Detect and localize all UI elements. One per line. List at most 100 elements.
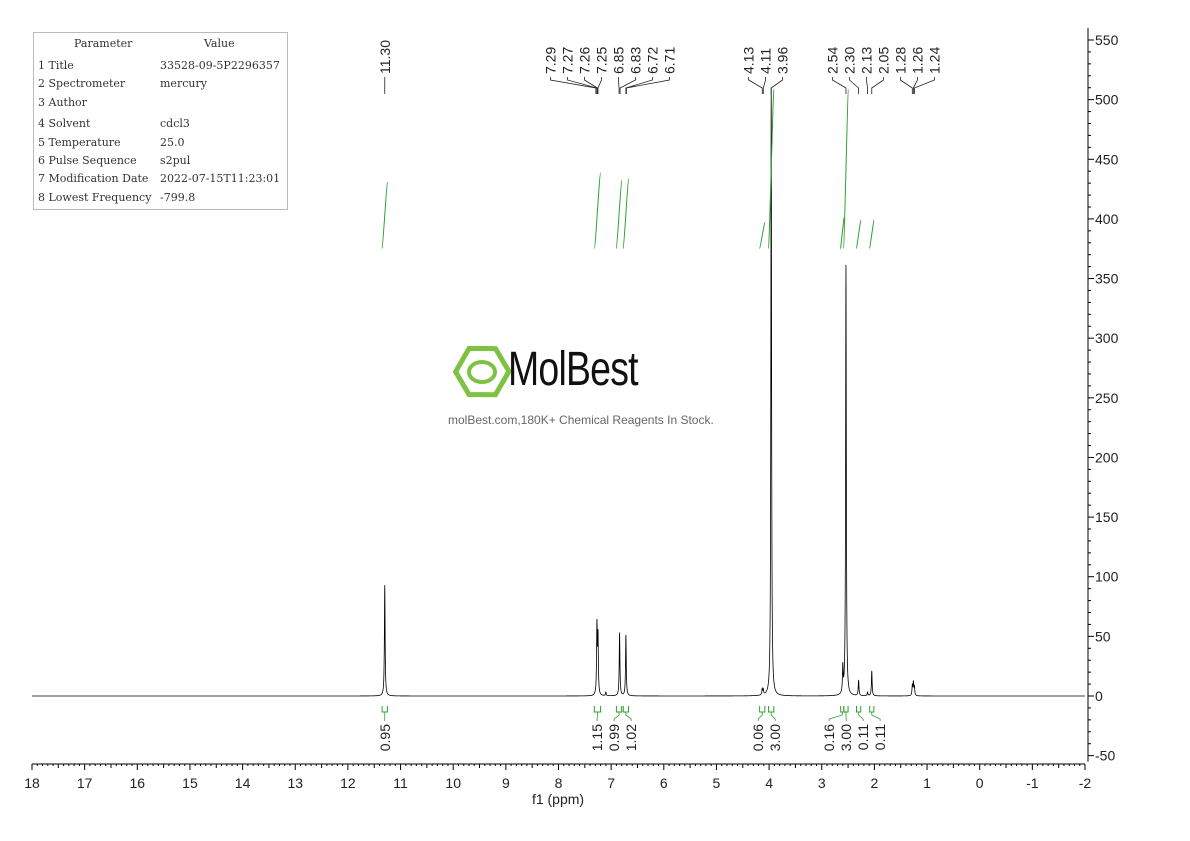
peak-leader-line (914, 77, 935, 94)
spectrum-line (32, 87, 1085, 697)
parameter-table: Parameter Value 1 Title 33528-09-5P229635… (33, 32, 288, 210)
integral-bracket (759, 706, 766, 713)
peak-leader-line (584, 77, 598, 94)
watermark-logo-text: MolBest (508, 343, 639, 396)
peak-leader-line (619, 77, 636, 94)
param-value: s2pul (160, 154, 191, 167)
peak-leader-line (900, 77, 913, 94)
x-tick-label: -2 (1079, 775, 1092, 791)
peak-leader-line (625, 77, 653, 94)
x-tick-label: 9 (502, 775, 510, 791)
y-tick-label: 100 (1095, 569, 1119, 585)
integral-curve (768, 88, 775, 250)
integral-value: 0.16 (821, 724, 837, 751)
y-tick-label: 150 (1095, 509, 1119, 525)
param-header: Parameter (74, 37, 133, 50)
x-tick-label: 0 (976, 775, 984, 791)
param-name: 4 Solvent (38, 117, 91, 131)
integral-value: 1.15 (589, 724, 605, 751)
x-tick-label: 1 (923, 775, 931, 791)
peak-label: 7.27 (559, 47, 575, 74)
integral-bracket (593, 706, 602, 713)
integral-bracket (615, 706, 623, 713)
x-tick-label: 10 (445, 775, 461, 791)
x-tick-label: 2 (871, 775, 879, 791)
peak-leader-line (550, 77, 597, 94)
integral-value: 0.95 (377, 724, 393, 751)
x-tick-label: 5 (713, 775, 721, 791)
integral-value: 0.11 (872, 724, 888, 750)
param-value: 2022-07-15T11:23:01 (160, 172, 281, 186)
integral-value: 3.00 (767, 724, 783, 751)
integral-value: 1.02 (623, 724, 639, 751)
peak-leader-line (597, 77, 602, 94)
param-value: cdcl3 (160, 117, 190, 131)
peak-label: 6.71 (661, 47, 677, 74)
param-value: 33528-09-5P2296357 (160, 59, 280, 72)
integral-leader-line (828, 712, 843, 721)
peak-label: 2.13 (858, 47, 874, 74)
y-tick-label: 300 (1095, 330, 1119, 346)
param-name: 2 Spectrometer (38, 77, 126, 91)
watermark-tagline: molBest.com,180K+ Chemical Reagents In S… (448, 413, 714, 427)
integral-curve (615, 179, 623, 250)
value-header: Value (204, 37, 235, 50)
peak-leader-line (832, 77, 847, 94)
peak-label: 7.29 (542, 47, 558, 74)
param-name: 8 Lowest Frequency (38, 190, 152, 204)
integral-curve (843, 88, 849, 250)
param-value: mercury (160, 77, 207, 91)
peak-label: 6.83 (627, 47, 643, 74)
peak-label: 7.26 (576, 47, 592, 74)
y-tick-label: 200 (1095, 449, 1119, 465)
peak-leader-line (912, 77, 918, 94)
y-tick-label: 450 (1095, 151, 1119, 167)
integral-bracket (622, 706, 630, 713)
peak-label: 11.30 (377, 40, 393, 74)
integral-curve (869, 219, 875, 250)
integral-leader-line (770, 712, 776, 721)
x-tick-label: -1 (1026, 775, 1039, 791)
y-tick-label: 550 (1095, 32, 1119, 48)
peak-leader-line (866, 77, 868, 94)
peak-label: 6.85 (610, 47, 626, 74)
integral-leader-line (858, 712, 864, 721)
y-tick-label: -50 (1095, 748, 1115, 764)
x-tick-label: 14 (235, 775, 251, 791)
peak-leader-line (618, 77, 620, 94)
x-tick-label: 7 (607, 775, 615, 791)
param-value: -799.8 (160, 190, 196, 204)
peak-label: 2.54 (824, 47, 840, 74)
integral-value: 0.99 (606, 724, 622, 751)
peak-label: 7.25 (593, 47, 609, 74)
integral-leader-line (625, 712, 632, 721)
peak-label: 3.96 (775, 47, 791, 74)
integral-curve (381, 181, 388, 250)
x-tick-label: 6 (660, 775, 668, 791)
integral-curve (622, 178, 630, 250)
x-tick-label: 17 (77, 775, 93, 791)
x-tick-label: 3 (818, 775, 826, 791)
peak-label: 4.11 (758, 48, 774, 74)
peak-label: 2.30 (841, 47, 857, 74)
peak-leader-line (567, 77, 598, 94)
integral-leader-line (757, 712, 763, 721)
y-tick-label: 250 (1095, 390, 1119, 406)
peak-label: 6.72 (644, 47, 660, 74)
peak-leader-line (748, 77, 763, 94)
integral-leader-line (613, 712, 620, 721)
x-tick-label: 11 (393, 775, 408, 791)
x-axis-label: f1 (ppm) (532, 791, 584, 807)
param-name: 6 Pulse Sequence (38, 154, 137, 167)
y-tick-label: 500 (1095, 92, 1119, 108)
integral-value: 0.11 (855, 724, 871, 750)
param-name: 5 Temperature (38, 135, 121, 149)
peak-label: 2.05 (875, 47, 891, 74)
y-tick-label: 0 (1095, 688, 1103, 704)
x-tick-label: 8 (555, 775, 563, 791)
x-tick-label: 16 (130, 775, 146, 791)
param-name: 7 Modification Date (38, 172, 149, 186)
x-tick-label: 4 (765, 775, 773, 791)
peak-label: 4.13 (741, 47, 757, 74)
